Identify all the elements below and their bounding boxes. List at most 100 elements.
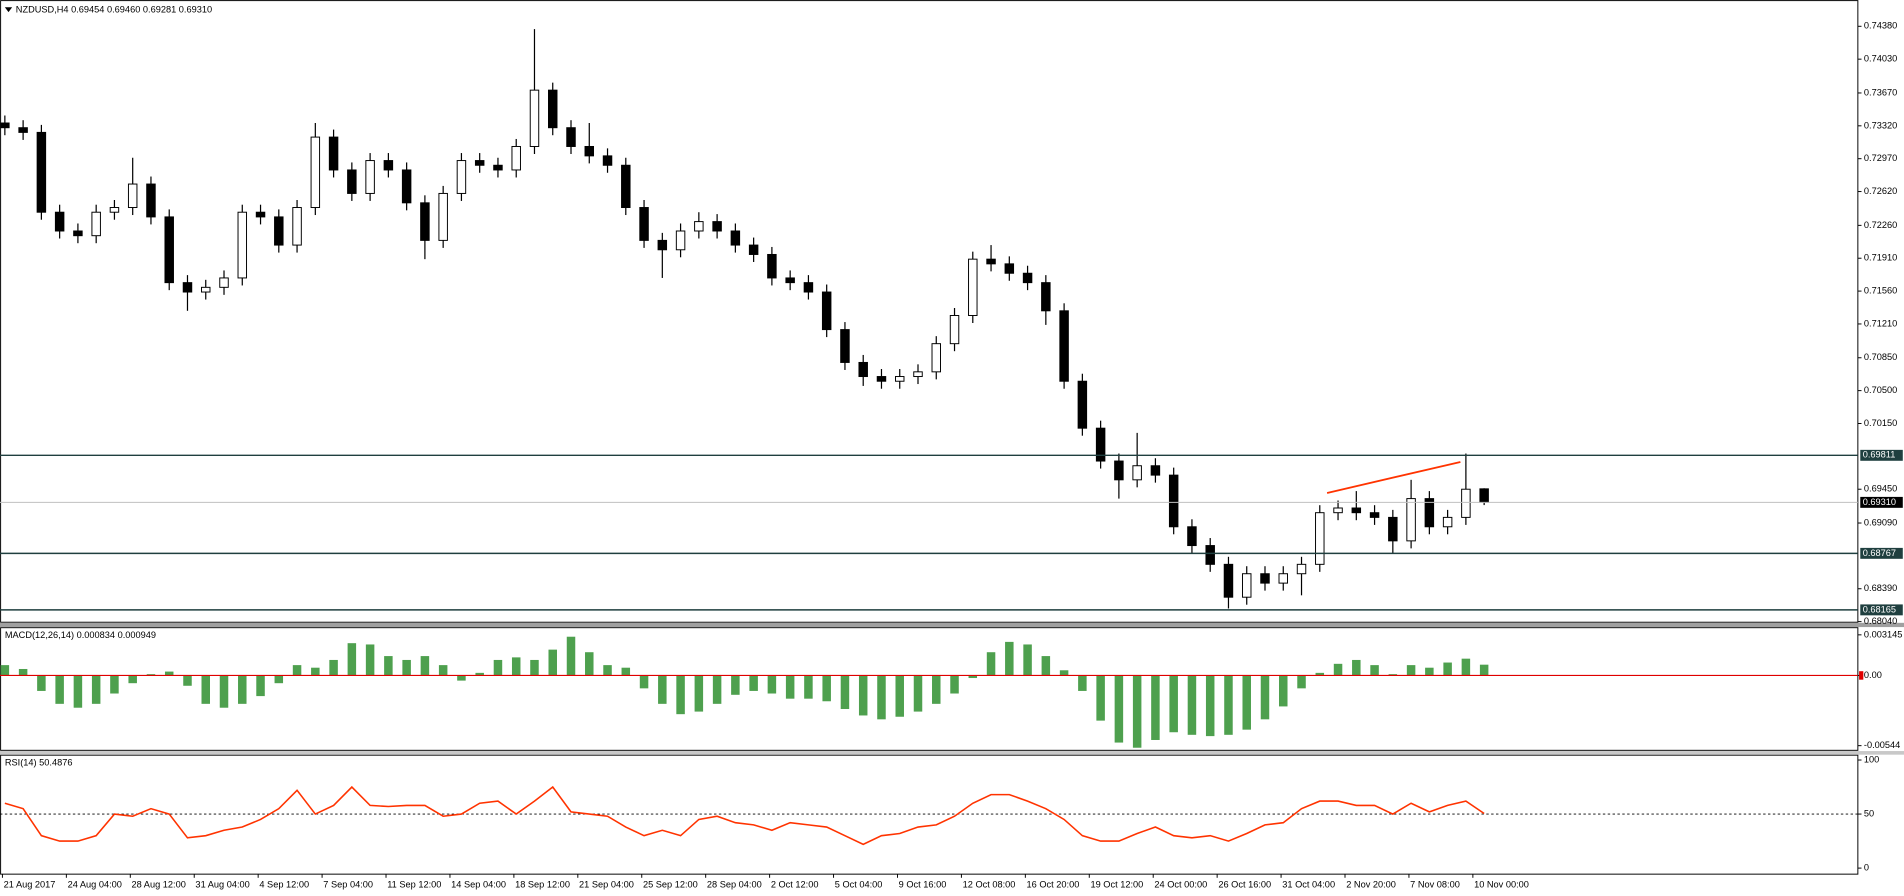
current-price-box (1860, 496, 1903, 508)
macd-bar (877, 675, 886, 720)
macd-bar (1114, 675, 1124, 743)
macd-bar (603, 665, 612, 676)
macd-bar (1132, 675, 1142, 748)
macd-bar (1187, 675, 1197, 735)
candle-body (146, 183, 156, 218)
level-label: 0.68165 (1863, 604, 1896, 614)
candle-body (274, 216, 284, 246)
x-tick-label: 26 Oct 16:00 (1218, 880, 1271, 890)
panel-frames (0, 0, 1859, 875)
macd-bar (1425, 667, 1434, 676)
candle-body (1479, 488, 1489, 503)
candle-body (529, 89, 540, 147)
menu-arrow[interactable] (4, 7, 13, 13)
candle-body (1022, 272, 1033, 284)
candle-body (1351, 507, 1362, 514)
x-tick-label: 28 Sep 04:00 (707, 880, 762, 890)
y-tick-label: 0 (1864, 863, 1869, 873)
candle-body (1278, 573, 1288, 584)
candle-body (511, 145, 521, 171)
macd-bar (457, 675, 466, 681)
macd-bar (292, 665, 302, 676)
candle-body (639, 207, 649, 241)
candle-body (1296, 563, 1307, 575)
candle-body (456, 160, 467, 194)
main-frame (0, 0, 1859, 623)
rsi-frame (0, 754, 1859, 875)
macd-bar (585, 652, 594, 676)
x-tick-label: 12 Oct 08:00 (963, 880, 1016, 890)
x-tick-label: 2 Oct 12:00 (771, 880, 819, 890)
x-tick-label: 14 Sep 04:00 (451, 880, 506, 890)
rsi-title: RSI(14) 50.4876 (5, 757, 73, 767)
macd-bar (329, 659, 338, 676)
candle-body (1369, 512, 1380, 518)
x-tick-label: 7 Sep 04:00 (323, 880, 373, 890)
macd-bar (475, 672, 484, 676)
macd-bar (511, 657, 521, 676)
macd-bar (712, 675, 722, 704)
candle-body (1114, 460, 1124, 481)
candle-body (1388, 516, 1398, 542)
candle-body (182, 282, 193, 293)
current-price-label: 0.69310 (1863, 497, 1896, 507)
candle-body (36, 131, 47, 213)
candle-body (420, 202, 430, 241)
y-tick-label: 0.00 (1864, 670, 1882, 680)
macd-bar (238, 675, 247, 704)
candle-body (1004, 263, 1015, 274)
x-tick-label: 21 Sep 04:00 (579, 880, 634, 890)
y-tick-label: 0.74030 (1864, 54, 1897, 64)
macd-bar (767, 675, 777, 694)
zero-marker (1859, 671, 1864, 680)
macd-bar (1388, 674, 1398, 676)
macd-bar (183, 675, 192, 686)
macd-bar (0, 665, 10, 676)
macd-bar (822, 675, 831, 702)
y-tick-label: 50 (1864, 808, 1874, 818)
macd-bar (1406, 665, 1416, 676)
candle-body (803, 282, 814, 293)
candle-body (1168, 474, 1179, 528)
candle-body (748, 244, 759, 255)
candle-body (237, 211, 248, 279)
candle-body (730, 230, 741, 246)
separator[interactable] (0, 751, 1904, 755)
macd-bar (493, 659, 503, 676)
y-tick-label: 0.74380 (1864, 21, 1897, 31)
x-tick-label: 31 Aug 04:00 (195, 880, 249, 890)
macd-bar (1151, 675, 1160, 740)
macd-bar (694, 675, 704, 712)
candle-body (1187, 526, 1197, 547)
macd-bar (347, 643, 357, 676)
candle-body (292, 207, 302, 246)
y-tick-label: 0.71910 (1864, 253, 1897, 263)
macd-bar (18, 668, 28, 676)
candle-body (584, 145, 595, 157)
y-tick-label: 0.003145 (1864, 629, 1902, 639)
x-tick-label: 24 Aug 04:00 (68, 880, 122, 890)
y-tick-label: 0.73670 (1864, 87, 1897, 97)
candle-body (657, 239, 668, 251)
separator[interactable] (0, 622, 1904, 628)
macd-bar (1297, 675, 1306, 689)
macd-frame (0, 627, 1859, 751)
candle-body (109, 207, 120, 213)
macd-bar (530, 659, 539, 676)
y-tick-label: 0.70850 (1864, 352, 1897, 362)
y-tick-label: 0.70150 (1864, 418, 1897, 428)
level-box (1860, 604, 1903, 616)
x-tick-label: 19 Oct 12:00 (1090, 880, 1143, 890)
macd-bar (1479, 664, 1489, 676)
candle-body (1333, 507, 1343, 514)
x-tick-label: 11 Sep 12:00 (387, 880, 441, 890)
trendline (1326, 461, 1461, 494)
x-tick-label: 9 Oct 16:00 (899, 880, 947, 890)
candle-body (931, 343, 941, 373)
candle-body (1241, 573, 1252, 598)
macd-bar (1260, 675, 1270, 720)
candle-body (1059, 310, 1069, 382)
